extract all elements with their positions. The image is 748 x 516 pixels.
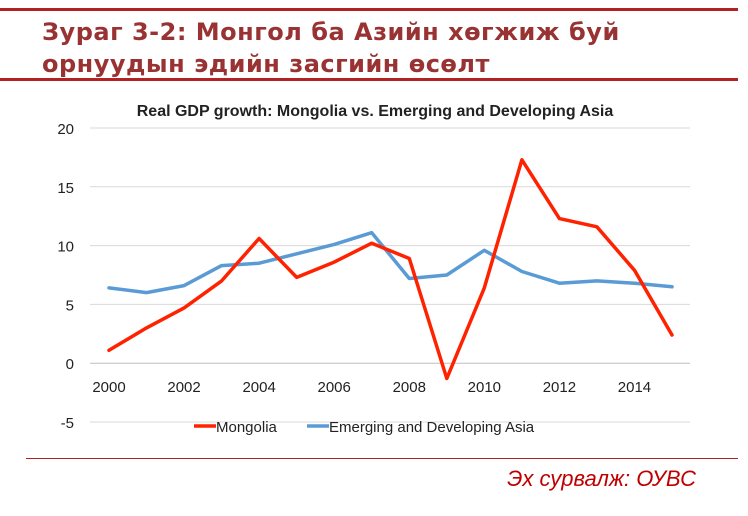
y-tick-label: -5 xyxy=(61,415,74,432)
x-tick-label: 2010 xyxy=(468,379,501,396)
series-lines xyxy=(107,158,674,381)
source-note: Эх сурвалж: ОУВС xyxy=(507,466,696,491)
y-tick-labels: -5 0 5 10 15 20 xyxy=(57,121,74,432)
header-top-line xyxy=(0,8,738,11)
grid-lines xyxy=(90,127,690,423)
x-tick-label: 2004 xyxy=(242,379,275,396)
series-line-emerging-and-developing-asia xyxy=(107,230,674,295)
y-tick-label: 5 xyxy=(66,297,74,314)
header-bottom-line xyxy=(0,78,738,81)
figure-heading: Зураг 3-2: Монгол ба Азийн хөгжиж буй ор… xyxy=(42,16,620,80)
legend-label: Emerging and Developing Asia xyxy=(329,419,535,436)
x-tick-label: 2000 xyxy=(92,379,125,396)
y-tick-label: 15 xyxy=(57,180,74,197)
x-tick-label: 2008 xyxy=(393,379,426,396)
y-tick-label: 20 xyxy=(57,121,74,138)
y-tick-label: 10 xyxy=(57,239,74,256)
y-tick-label: 0 xyxy=(66,356,74,373)
figure-heading-line2: орнуудын эдийн засгийн өсөлт xyxy=(42,50,490,78)
legend: Mongolia Emerging and Developing Asia xyxy=(194,419,535,436)
legend-label: Mongolia xyxy=(216,419,278,436)
x-tick-labels: 2000 2002 2004 2006 2008 2010 2012 2014 xyxy=(92,379,651,396)
chart-title: Real GDP growth: Mongolia vs. Emerging a… xyxy=(137,103,614,120)
footer-line xyxy=(26,458,738,459)
x-tick-label: 2014 xyxy=(618,379,651,396)
x-tick-label: 2012 xyxy=(543,379,576,396)
x-tick-label: 2002 xyxy=(167,379,200,396)
series-line-mongolia xyxy=(107,158,674,381)
figure-heading-line1: Зураг 3-2: Монгол ба Азийн хөгжиж буй xyxy=(42,18,620,46)
x-tick-label: 2006 xyxy=(318,379,351,396)
